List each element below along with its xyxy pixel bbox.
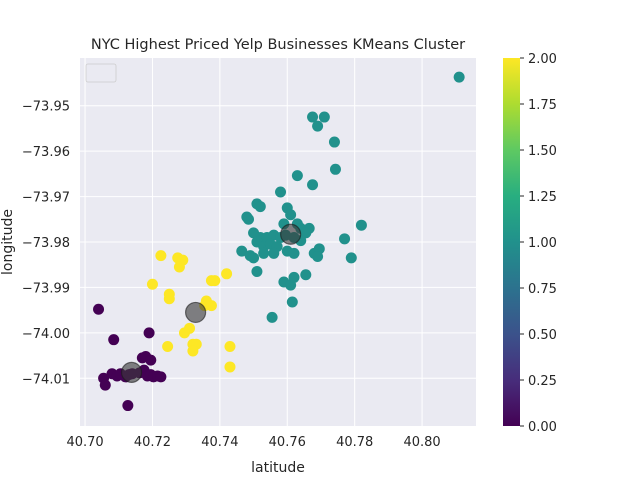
colorbar-tick-label: 1.75 xyxy=(528,98,557,113)
scatter-point-cluster-2 xyxy=(221,268,233,280)
colorbar-tick-label: 1.25 xyxy=(528,190,557,205)
scatter-point-cluster-2 xyxy=(146,278,158,290)
y-tick-label: −73.97 xyxy=(22,191,70,206)
y-tick-label: −73.99 xyxy=(22,281,70,296)
scatter-point-cluster-0 xyxy=(93,303,105,315)
scatter-point-cluster-1 xyxy=(312,251,324,263)
scatter-point-cluster-2 xyxy=(173,261,185,273)
scatter-point-cluster-1 xyxy=(275,186,287,198)
scatter-point-cluster-0 xyxy=(99,379,111,391)
scatter-point-cluster-1 xyxy=(312,120,324,132)
x-tick-label: 40.80 xyxy=(403,435,440,450)
y-axis-ticks: −73.95 −73.96 −73.97 −73.98 −73.99 −74.00 −74.… xyxy=(22,100,70,388)
scatter-point-cluster-1 xyxy=(355,219,367,231)
scatter-point-cluster-0 xyxy=(143,327,155,339)
x-tick-label: 40.72 xyxy=(134,435,171,450)
centroid-marker xyxy=(280,223,302,245)
scatter-point-cluster-2 xyxy=(155,250,167,262)
scatter-point-cluster-1 xyxy=(236,245,248,257)
scatter-point-cluster-1 xyxy=(254,201,266,213)
colorbar-ticks: 0.00 0.25 0.50 0.75 1.00 1.25 1.50 1.75 2.00 xyxy=(520,52,557,435)
scatter-point-cluster-1 xyxy=(243,213,255,225)
scatter-point-cluster-0 xyxy=(155,371,167,383)
centroid-marker xyxy=(184,301,207,324)
colorbar-tick-label: 0.75 xyxy=(528,282,557,297)
scatter-point-cluster-1 xyxy=(285,209,297,221)
colorbar-tick-label: 0.25 xyxy=(528,374,557,389)
scatter-point-cluster-1 xyxy=(248,252,260,264)
scatter-point-cluster-1 xyxy=(453,71,465,83)
scatter-point-cluster-1 xyxy=(307,111,319,123)
scatter-point-cluster-1 xyxy=(318,111,330,123)
scatter-point-cluster-1 xyxy=(288,271,300,283)
y-tick-label: −73.98 xyxy=(22,236,70,251)
scatter-point-cluster-1 xyxy=(328,136,340,148)
x-tick-label: 40.76 xyxy=(269,435,306,450)
scatter-point-cluster-1 xyxy=(329,163,341,175)
scatter-point-cluster-2 xyxy=(224,361,236,373)
colorbar-tick-label: 0.00 xyxy=(528,420,557,435)
scatter-point-cluster-1 xyxy=(300,269,312,281)
scatter-point-cluster-1 xyxy=(288,247,300,259)
colorbar-tick-label: 1.50 xyxy=(528,144,557,159)
y-tick-label: −74.00 xyxy=(22,327,70,342)
legend-box xyxy=(85,63,117,83)
x-axis-label: latitude xyxy=(251,460,305,476)
x-tick-label: 40.78 xyxy=(336,435,373,450)
scatter-point-cluster-2 xyxy=(205,300,217,312)
scatter-point-cluster-0 xyxy=(122,400,134,412)
y-tick-label: −73.95 xyxy=(22,100,70,115)
scatter-point-cluster-2 xyxy=(187,345,199,357)
scatter-point-cluster-1 xyxy=(268,247,280,259)
scatter-point-cluster-1 xyxy=(258,247,270,259)
scatter-point-cluster-1 xyxy=(307,179,319,191)
colorbar-tick-label: 0.50 xyxy=(528,328,557,343)
y-tick-label: −74.01 xyxy=(22,372,70,387)
y-axis-label: longitude xyxy=(0,209,16,275)
scatter-point-cluster-1 xyxy=(251,266,263,278)
scatter-point-cluster-1 xyxy=(286,296,298,308)
x-tick-label: 40.70 xyxy=(66,435,103,450)
scatter-point-cluster-1 xyxy=(266,311,278,323)
colorbar-tick-label: 2.00 xyxy=(528,52,557,67)
scatter-point-cluster-2 xyxy=(178,327,190,339)
scatter-point-cluster-1 xyxy=(339,233,351,245)
centroid-marker xyxy=(120,361,143,383)
scatter-point-cluster-0 xyxy=(145,354,157,366)
x-axis-ticks: 40.70 40.72 40.74 40.76 40.78 40.80 xyxy=(66,435,440,450)
centroid-markers xyxy=(120,223,302,383)
colorbar xyxy=(503,58,520,426)
scatter-point-cluster-2 xyxy=(224,340,236,352)
colorbar-tick-label: 1.00 xyxy=(528,236,557,251)
y-tick-label: −73.96 xyxy=(22,145,70,160)
scatter-point-cluster-0 xyxy=(108,334,120,346)
x-tick-label: 40.74 xyxy=(201,435,238,450)
scatter-point-cluster-2 xyxy=(209,275,221,287)
scatter-point-cluster-2 xyxy=(162,340,174,352)
chart-title: NYC Highest Priced Yelp Businesses KMean… xyxy=(91,37,465,53)
scatter-point-cluster-1 xyxy=(345,252,357,264)
scatter-point-cluster-1 xyxy=(291,170,303,182)
scatter-point-cluster-2 xyxy=(163,293,175,305)
